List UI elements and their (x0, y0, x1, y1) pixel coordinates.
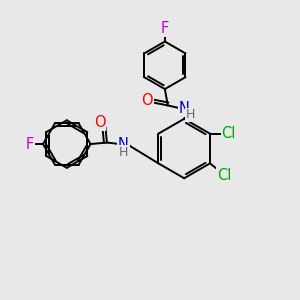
Text: N: N (179, 101, 190, 116)
Text: O: O (94, 115, 105, 130)
Text: F: F (161, 21, 169, 36)
Text: N: N (118, 136, 129, 152)
Text: O: O (141, 94, 153, 109)
Text: Cl: Cl (221, 126, 236, 141)
Text: F: F (26, 136, 34, 152)
Text: H: H (186, 108, 195, 122)
Text: H: H (118, 146, 128, 159)
Text: Cl: Cl (217, 168, 231, 183)
